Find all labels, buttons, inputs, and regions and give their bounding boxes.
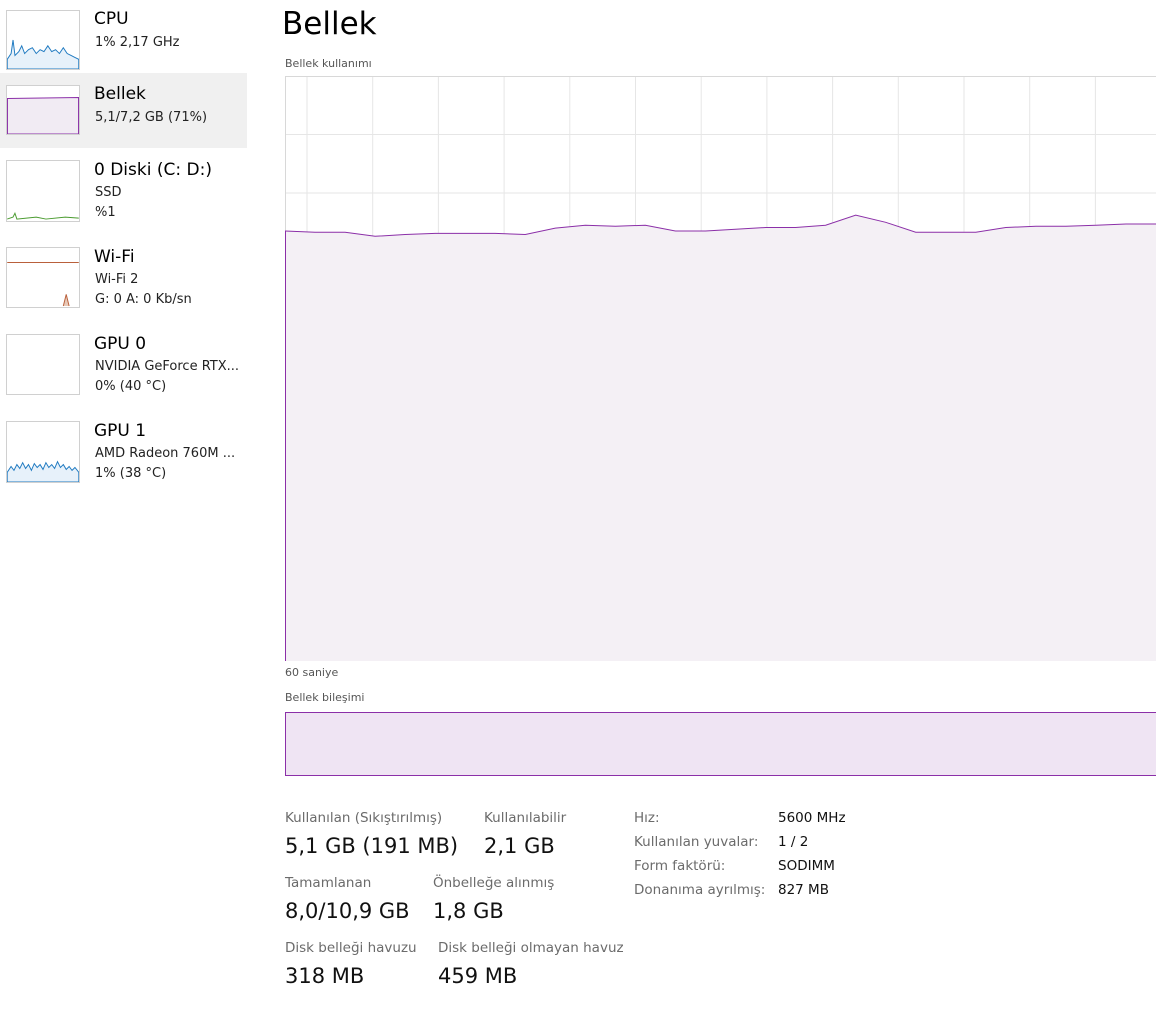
stat-label: Kullanılan (Sıkıştırılmış) — [285, 810, 443, 826]
page-title: Bellek — [282, 6, 377, 42]
sidebar-item[interactable]: Bellek 5,1/7,2 GB (71%) — [0, 73, 247, 148]
sidebar-item[interactable]: Wi-Fi Wi-Fi 2 G: 0 A: 0 Kb/sn — [0, 237, 247, 322]
detail-value: SODIMM — [778, 858, 835, 874]
detail-value: 5600 MHz — [778, 810, 846, 826]
item-line: SSD — [95, 185, 122, 200]
composition-bar — [285, 712, 1156, 776]
stat-value: 2,1 GB — [484, 834, 555, 858]
stat-label: Önbelleğe alınmış — [433, 875, 555, 891]
detail-label: Form faktörü: — [634, 858, 726, 874]
item-line: 1% (38 °C) — [95, 466, 167, 481]
time-label: 60 saniye — [285, 666, 339, 679]
usage-area — [285, 215, 1156, 661]
sidebar-item[interactable]: 0 Diski (C: D:) SSD %1 — [0, 150, 247, 235]
gpu1-thumbnail — [6, 421, 80, 483]
sidebar-item[interactable]: GPU 0 NVIDIA GeForce RTX... 0% (40 °C) — [0, 324, 247, 409]
stat-value: 318 MB — [285, 964, 365, 988]
stat-label: Disk belleği olmayan havuz — [438, 940, 624, 956]
item-line: NVIDIA GeForce RTX... — [95, 359, 240, 374]
sidebar-item[interactable]: GPU 1 AMD Radeon 760M ... 1% (38 °C) — [0, 411, 247, 496]
sidebar-item[interactable]: CPU 1% 2,17 GHz — [0, 0, 247, 75]
item-line: Wi-Fi 2 — [95, 272, 139, 287]
usage-graph — [285, 76, 1156, 661]
cpu-thumbnail — [6, 10, 80, 70]
item-name: CPU — [94, 9, 129, 29]
disk-thumbnail — [6, 160, 80, 222]
stat-value: 8,0/10,9 GB — [285, 899, 410, 923]
item-name: GPU 1 — [94, 421, 147, 441]
item-name: Wi-Fi — [94, 247, 135, 267]
composition-label: Bellek bileşimi — [285, 691, 365, 704]
item-line: 1% 2,17 GHz — [95, 35, 180, 50]
detail-label: Donanıma ayrılmış: — [634, 882, 766, 898]
item-line: 5,1/7,2 GB (71%) — [95, 110, 208, 125]
stat-value: 1,8 GB — [433, 899, 504, 923]
detail-label: Kullanılan yuvalar: — [634, 834, 759, 850]
gpu0-thumbnail — [6, 334, 80, 395]
usage-line — [285, 214, 1156, 237]
item-name: Bellek — [94, 84, 146, 104]
item-line: AMD Radeon 760M ... — [95, 446, 236, 461]
item-line: 0% (40 °C) — [95, 379, 167, 394]
stat-label: Kullanılabilir — [484, 810, 567, 826]
wifi-thumbnail — [6, 247, 80, 308]
stat-label: Tamamlanan — [285, 875, 372, 891]
item-name: GPU 0 — [94, 334, 147, 354]
detail-value: 827 MB — [778, 882, 829, 898]
stat-value: 459 MB — [438, 964, 518, 988]
item-name: 0 Diski (C: D:) — [94, 160, 212, 180]
item-line: %1 — [95, 205, 116, 220]
item-line: G: 0 A: 0 Kb/sn — [95, 292, 192, 307]
detail-value: 1 / 2 — [778, 834, 809, 850]
stat-label: Disk belleği havuzu — [285, 940, 417, 956]
stat-value: 5,1 GB (191 MB) — [285, 834, 459, 858]
detail-label: Hız: — [634, 810, 660, 826]
graph-label: Bellek kullanımı — [285, 57, 372, 70]
memory-thumbnail — [6, 85, 80, 135]
